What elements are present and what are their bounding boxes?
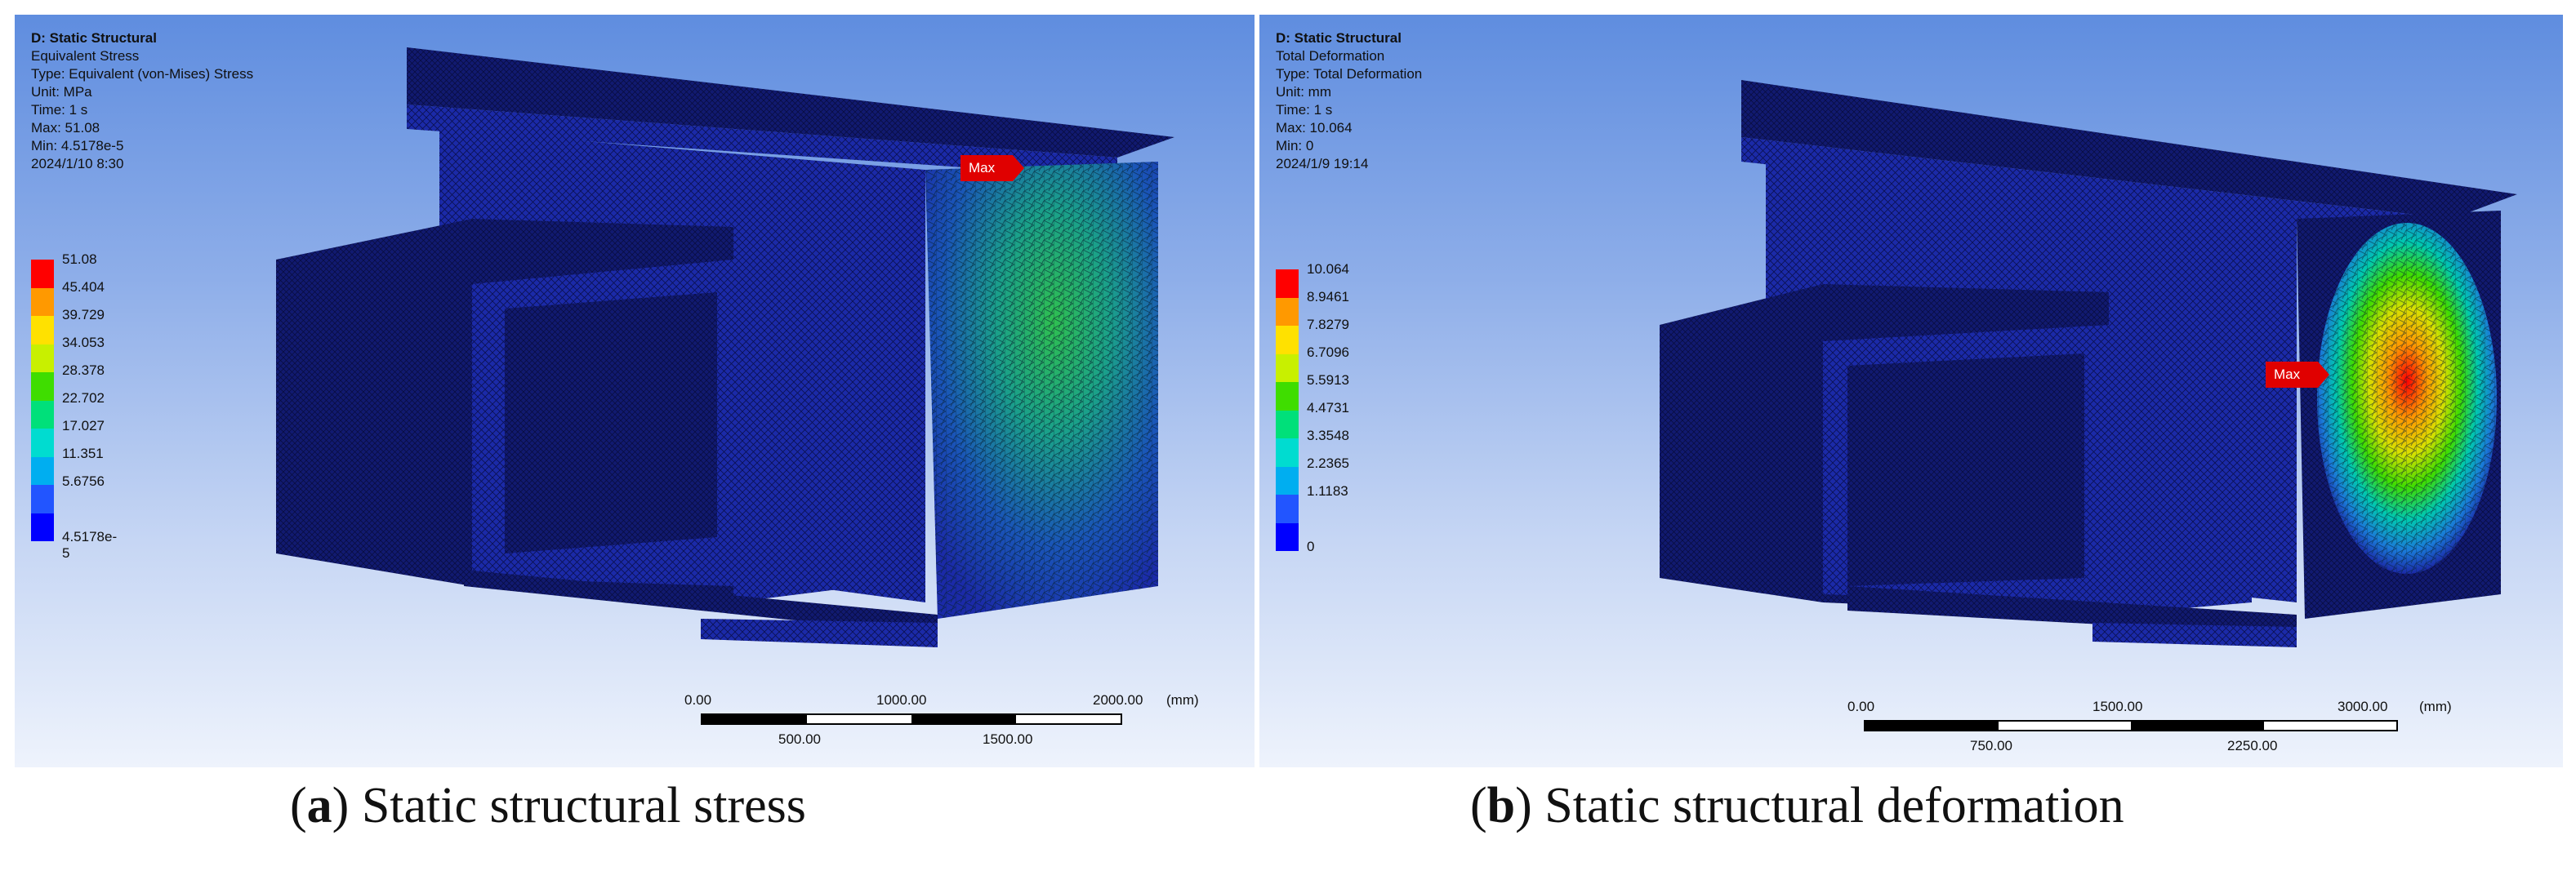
scale-tick: 1000.00 (876, 692, 927, 708)
result-max: Max: 51.08 (31, 120, 100, 136)
result-name: Equivalent Stress (31, 48, 140, 64)
scale-bar: 0.00 1500.00 3000.00 (mm) 750.00 2250.00 (1847, 699, 2550, 764)
result-date: 2024/1/10 8:30 (31, 156, 124, 171)
result-time: Time: 1 s (1276, 102, 1333, 118)
legend-value: 2.2365 (1307, 455, 1349, 471)
scale-tick: 750.00 (1970, 738, 2012, 753)
legend-value: 39.729 (62, 307, 105, 322)
viewport-deformation[interactable]: D: Static Structural Total Deformation T… (1259, 15, 2563, 767)
scale-tick: 2000.00 (1093, 692, 1143, 708)
legend-swatch (31, 456, 54, 485)
legend-value: 34.053 (62, 335, 105, 350)
legend-value: 45.404 (62, 279, 105, 295)
result-info: D: Static Structural Equivalent Stress T… (31, 29, 253, 173)
result-name: Total Deformation (1276, 48, 1385, 64)
max-tag-label: Max (2274, 367, 2301, 382)
legend-value: 1.1183 (1307, 483, 1348, 499)
legend-swatch (1276, 382, 1299, 411)
scale-tick: 1500.00 (983, 731, 1033, 747)
legend-swatch (31, 287, 54, 316)
legend-swatch (1276, 495, 1299, 523)
caption-letter: b (1486, 778, 1516, 833)
legend-value: 51.08 (62, 251, 97, 267)
result-info: D: Static Structural Total Deformation T… (1276, 29, 1422, 173)
result-max: Max: 10.064 (1276, 120, 1353, 136)
scale-unit: (mm) (1166, 692, 1199, 708)
legend-swatch (1276, 466, 1299, 495)
caption-text: Static structural deformation (1544, 778, 2124, 833)
caption-text: Static structural stress (361, 778, 806, 833)
legend-swatch (31, 513, 54, 541)
result-unit: Unit: mm (1276, 84, 1331, 100)
result-unit: Unit: MPa (31, 84, 92, 100)
caption-b: (b) Static structural deformation (1470, 778, 2124, 833)
legend-value: 10.064 (1307, 261, 1349, 277)
caption-letter: a (306, 778, 332, 833)
result-time: Time: 1 s (31, 102, 88, 118)
legend-swatch (1276, 522, 1299, 551)
scale-tick: 1500.00 (2092, 699, 2143, 714)
result-date: 2024/1/9 19:14 (1276, 156, 1369, 171)
legend-value: 7.8279 (1307, 317, 1349, 332)
legend-value: 28.378 (62, 362, 105, 378)
legend-value: 4.5178e-5 (62, 529, 118, 561)
legend-swatch (1276, 410, 1299, 438)
scale-tick: 3000.00 (2338, 699, 2388, 714)
scale-tick: 0.00 (684, 692, 712, 708)
result-type: Type: Equivalent (von-Mises) Stress (31, 66, 254, 82)
analysis-title: D: Static Structural (1276, 30, 1402, 46)
legend-value: 11.351 (62, 446, 104, 461)
legend-swatch (31, 260, 54, 288)
legend-swatch (1276, 269, 1299, 298)
color-legend: 10.064 8.9461 7.8279 6.7096 5.5913 4.473… (1276, 261, 1349, 554)
max-tag-label: Max (969, 160, 996, 176)
scale-bar: 0.00 1000.00 2000.00 (mm) 500.00 1500.00 (684, 692, 1240, 758)
legend-value: 8.9461 (1307, 289, 1349, 304)
legend-value: 17.027 (62, 418, 105, 433)
legend-value: 5.5913 (1307, 372, 1349, 388)
legend-swatches (1276, 269, 1299, 551)
legend-swatch (31, 344, 54, 372)
scale-tick: 2250.00 (2227, 738, 2278, 753)
legend-swatch (31, 429, 54, 457)
mesh-model-deformation[interactable] (1259, 15, 2563, 767)
legend-swatch (31, 372, 54, 401)
legend-swatch (31, 485, 54, 513)
analysis-title: D: Static Structural (31, 30, 157, 46)
result-min: Min: 4.5178e-5 (31, 138, 124, 153)
viewport-stress[interactable]: D: Static Structural Equivalent Stress T… (15, 15, 1255, 767)
legend-swatch (1276, 297, 1299, 326)
max-probe-tag: Max (960, 155, 1026, 185)
result-min: Min: 0 (1276, 138, 1314, 153)
result-type: Type: Total Deformation (1276, 66, 1423, 82)
legend-swatch (1276, 438, 1299, 467)
scale-tick: 500.00 (778, 731, 821, 747)
legend-value: 5.6756 (62, 473, 105, 489)
scale-unit: (mm) (2419, 699, 2452, 714)
scale-bar-graphic (1864, 720, 2398, 731)
max-probe-tag: Max (2266, 362, 2331, 392)
legend-swatch (31, 316, 54, 344)
legend-value: 6.7096 (1307, 344, 1349, 360)
legend-value: 0 (1307, 539, 1315, 554)
mesh-model-stress[interactable] (15, 15, 1255, 767)
scale-bar-graphic (701, 713, 1122, 725)
legend-swatch (31, 400, 54, 429)
legend-swatch (1276, 353, 1299, 382)
legend-swatches (31, 260, 54, 541)
legend-value: 3.3548 (1307, 428, 1349, 443)
legend-value: 4.4731 (1307, 400, 1349, 416)
legend-swatch (1276, 326, 1299, 354)
scale-tick: 0.00 (1847, 699, 1875, 714)
legend-value: 22.702 (62, 390, 105, 406)
color-legend: 51.08 45.404 39.729 34.053 28.378 22.702… (31, 251, 117, 561)
caption-a: (a) Static structural stress (290, 778, 806, 833)
